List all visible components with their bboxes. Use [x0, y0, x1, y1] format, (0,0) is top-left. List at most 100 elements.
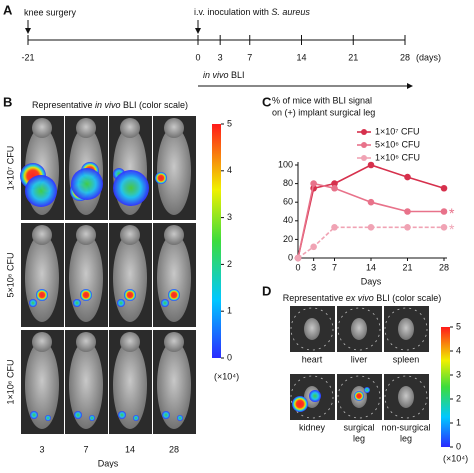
series-line — [297, 226, 444, 259]
row-label: 5×10⁶ CFU — [5, 253, 15, 298]
signal — [117, 299, 125, 307]
bli-label: in vivo BLI — [203, 70, 245, 80]
signal — [354, 391, 364, 401]
scale-tick-label: 2 — [456, 393, 461, 403]
scale-tick-label: 4 — [456, 345, 461, 355]
mouse-head — [32, 225, 52, 245]
mouse-head — [120, 118, 140, 138]
signal — [73, 299, 81, 307]
mouse-head — [120, 225, 140, 245]
data-point — [294, 254, 302, 262]
event-label: knee surgery — [24, 7, 77, 17]
event-label: i.v. inoculation with S. aureus — [194, 7, 310, 17]
y-tick-label: 100 — [278, 159, 293, 169]
organ-label: non-surgical — [381, 422, 430, 432]
x-tick-label: 14 — [366, 262, 376, 272]
event-label-part: i.v. inoculation with — [194, 7, 271, 17]
panel-title-part: in vivo — [95, 100, 121, 110]
mouse-head — [32, 118, 52, 138]
row-label: 1×10⁷ CFU — [5, 146, 15, 191]
signal — [71, 168, 103, 200]
mouse — [113, 234, 147, 322]
legend-label: 1×10⁷ CFU — [375, 126, 420, 136]
mouse-head — [120, 332, 140, 352]
scale-unit: (×10⁴) — [214, 371, 239, 381]
x-tick-label: 28 — [439, 262, 449, 272]
mouse-head — [32, 332, 52, 352]
scale-tick-label: 5 — [227, 118, 232, 128]
color-scale — [212, 124, 221, 358]
organ-label: liver — [351, 354, 368, 364]
timeline-tick-label: 21 — [348, 52, 358, 62]
x-tick-label: 0 — [295, 262, 300, 272]
mouse — [25, 341, 59, 429]
scale-tick-label: 0 — [227, 352, 232, 362]
signal — [162, 411, 170, 419]
mouse — [25, 234, 59, 322]
data-point — [367, 224, 375, 231]
axis-label: Days — [98, 458, 119, 468]
signal — [45, 415, 51, 421]
data-point — [440, 224, 448, 231]
timeline-tick-label: 7 — [247, 52, 252, 62]
data-point — [367, 198, 375, 206]
organ — [398, 318, 414, 340]
data-point — [404, 208, 411, 215]
y-tick-label: 20 — [283, 234, 293, 244]
timeline-unit: (days) — [416, 52, 441, 62]
timeline-tick-label: 3 — [218, 52, 223, 62]
mouse — [69, 234, 103, 322]
panel-label: B — [3, 94, 12, 109]
x-axis-label: Days — [361, 276, 382, 286]
dish — [384, 375, 428, 419]
row-label: 1×10⁶ CFU — [5, 360, 15, 405]
data-point — [367, 161, 375, 169]
panel-title-part: BLI (color scale) — [374, 293, 442, 303]
dish — [337, 307, 381, 351]
organ — [351, 318, 367, 340]
panel-title-part: Representative — [283, 293, 346, 303]
data-point — [310, 180, 317, 187]
chart-title: on (+) implant surgical leg — [272, 107, 375, 117]
mouse-head — [76, 332, 96, 352]
organ-label: heart — [302, 354, 323, 364]
scale-tick-label: 1 — [227, 306, 232, 316]
panel-title: Representative in vivo BLI (color scale) — [32, 100, 188, 110]
signal — [29, 299, 37, 307]
data-point — [440, 208, 448, 215]
data-point — [331, 180, 338, 187]
scale-tick-label: 4 — [227, 165, 232, 175]
signal — [30, 411, 38, 419]
organ-label: leg — [353, 433, 365, 443]
scale-tick-label: 1 — [456, 417, 461, 427]
panel-title-part: Representative — [32, 100, 95, 110]
signal — [168, 289, 180, 301]
mouse-head — [164, 225, 184, 245]
mouse — [113, 341, 147, 429]
signal — [89, 415, 95, 421]
bli-label-part: BLI — [229, 70, 245, 80]
signal — [177, 415, 183, 421]
data-point — [310, 243, 317, 251]
legend-label: 5×10⁶ CFU — [375, 139, 420, 149]
scale-tick-label: 3 — [227, 212, 232, 222]
organ — [304, 318, 320, 340]
signal — [133, 415, 139, 421]
y-tick-label: 80 — [283, 178, 293, 188]
signal — [364, 387, 370, 393]
signal — [36, 289, 48, 301]
scale-tick-label: 3 — [456, 369, 461, 379]
legend-marker — [361, 142, 367, 148]
bli-label-part: in vivo — [203, 70, 229, 80]
signal — [309, 390, 321, 402]
data-point — [331, 184, 338, 192]
signal — [124, 289, 136, 301]
panel-label: D — [262, 283, 271, 298]
organ-label: kidney — [299, 422, 326, 432]
series-line — [297, 182, 444, 259]
scale-unit: (×10⁴) — [443, 453, 468, 463]
data-point — [440, 184, 448, 192]
timeline-tick-label: -21 — [21, 52, 34, 62]
data-point — [331, 224, 338, 231]
